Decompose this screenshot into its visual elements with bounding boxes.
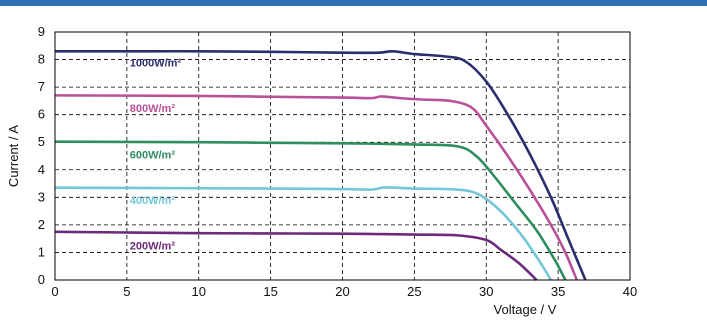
header-band: [0, 0, 707, 6]
y-tick-label: 9: [38, 24, 45, 39]
y-axis-title: Current / A: [6, 125, 21, 187]
x-tick-label: 30: [479, 284, 493, 299]
y-tick-label: 0: [38, 272, 45, 287]
y-tick-label: 7: [38, 79, 45, 94]
series-label: 800W/m²: [130, 103, 176, 115]
x-tick-label: 25: [407, 284, 421, 299]
series-label: 200W/m²: [130, 241, 176, 253]
y-tick-label: 3: [38, 189, 45, 204]
x-tick-label: 15: [263, 284, 277, 299]
x-tick-label: 35: [551, 284, 565, 299]
x-axis-title: Voltage / V: [494, 302, 557, 317]
series-line: [54, 140, 567, 281]
y-tick-label: 1: [38, 244, 45, 259]
x-tick-label: 0: [51, 284, 58, 299]
x-tick-label: 40: [623, 284, 637, 299]
y-tick-label: 6: [38, 107, 45, 122]
y-tick-label: 8: [38, 52, 45, 67]
series-label: 400W/m²: [130, 195, 176, 207]
series-line: [54, 49, 587, 281]
tick-layer: 0 5 10 15 20 25 30 35 40 0 1 2 3 4 5 6 7 8 9: [38, 24, 637, 299]
x-tick-label: 20: [335, 284, 349, 299]
series-line: [54, 186, 553, 281]
curve-layer: [54, 49, 587, 281]
series-label: 1000W/m²: [130, 57, 182, 69]
y-tick-label: 5: [38, 134, 45, 149]
plot-frame: [54, 31, 631, 281]
x-tick-label: 5: [123, 284, 130, 299]
x-tick-label: 10: [192, 284, 206, 299]
y-tick-label: 2: [38, 217, 45, 232]
series-label: 600W/m²: [130, 150, 176, 162]
label-layer: 1000W/m² 800W/m² 600W/m² 400W/m² 200W/m²: [130, 57, 182, 252]
series-line: [54, 94, 579, 281]
y-tick-label: 4: [38, 162, 45, 177]
series-line: [54, 230, 538, 281]
